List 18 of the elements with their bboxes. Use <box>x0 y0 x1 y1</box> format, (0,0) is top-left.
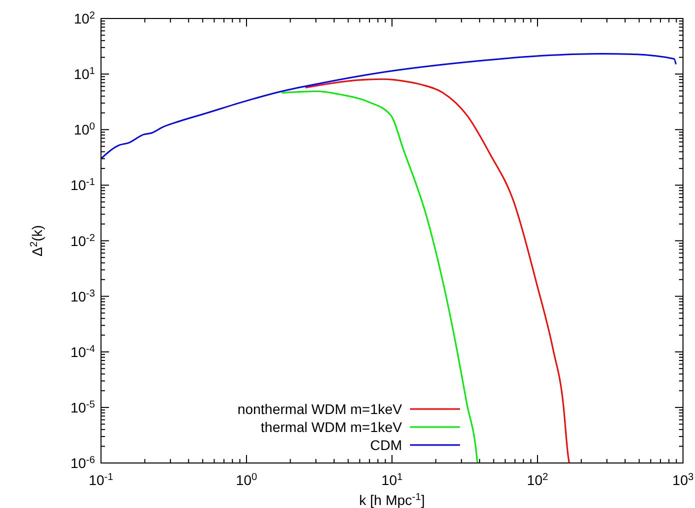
y-tick-label: 10$^{2}$ <box>74 10 96 26</box>
x-tick-label: 10$^{3}$ <box>672 472 694 488</box>
legend-label: thermal WDM m=1keV <box>260 419 403 435</box>
y-tick-label: 10$^{-1}$ <box>70 176 96 194</box>
y-tick-label: 10$^{-6}$ <box>70 454 96 471</box>
y-tick-label: 10$^{-3}$ <box>70 288 96 304</box>
x-tick-label: 10$^{1}$ <box>381 472 403 488</box>
legend-label: CDM <box>370 437 402 453</box>
y-tick-label: 10$^{-5}$ <box>70 398 96 416</box>
legend-label: nonthermal WDM m=1keV <box>237 401 403 417</box>
x-tick-label: 10$^{-1}$ <box>88 472 114 488</box>
y-tick-label: 10$^{1}$ <box>74 66 96 82</box>
x-axis-title: k [h Mpc$^{-1}$] <box>359 492 425 508</box>
x-tick-label: 10$^{0}$ <box>236 472 258 488</box>
y-tick-label: 10$^{-2}$ <box>70 232 96 249</box>
x-tick-label: 10$^{2}$ <box>526 472 548 488</box>
y-tick-label: 10$^{0}$ <box>74 121 96 138</box>
y-tick-label: 10$^{-4}$ <box>70 343 96 360</box>
